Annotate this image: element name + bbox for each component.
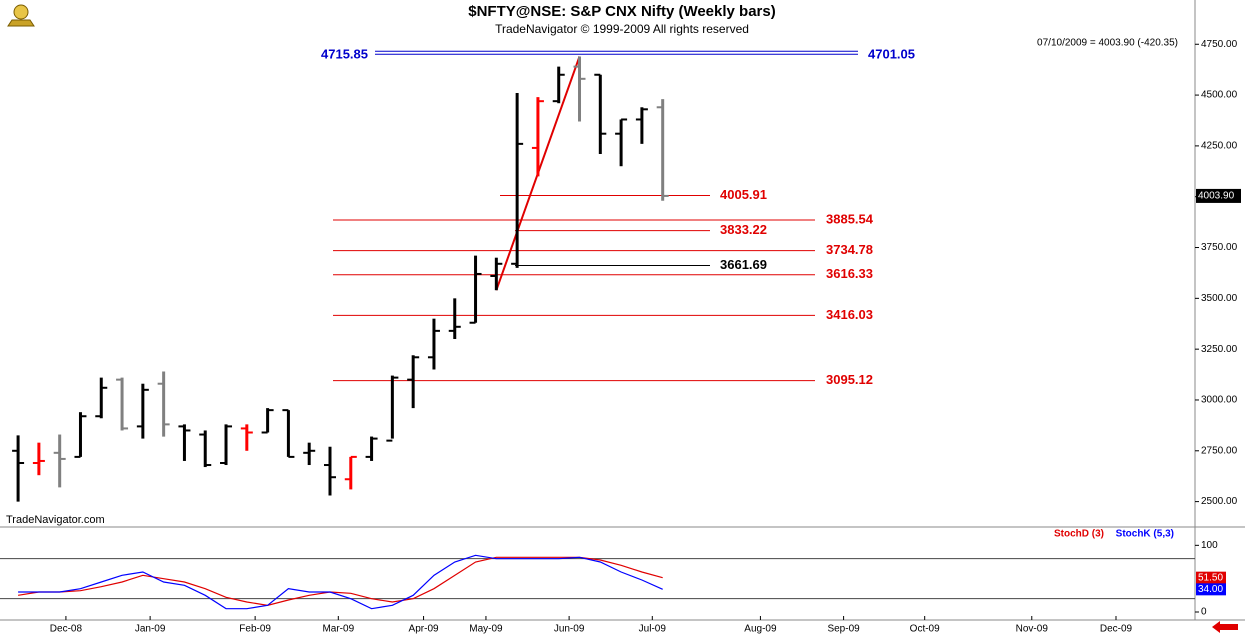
x-tick-label: Dec-09 — [1100, 624, 1133, 635]
last-value-box — [1196, 571, 1226, 584]
last-value-label: 34.00 — [1198, 584, 1223, 595]
last-price-label: 4003.90 — [1198, 191, 1235, 202]
last-value-label: 51.50 — [1198, 572, 1223, 583]
x-tick-label: Jul-09 — [639, 624, 667, 635]
y-tick-label: 0 — [1201, 607, 1207, 618]
x-tick-label: Jan-09 — [135, 624, 166, 635]
level-label: 4701.05 — [868, 46, 915, 61]
level-label: 3885.54 — [826, 211, 874, 226]
x-tick-label: Oct-09 — [910, 624, 940, 635]
y-tick-label: 3750.00 — [1201, 242, 1238, 253]
chart-subtitle: TradeNavigator © 1999-2009 All rights re… — [495, 22, 749, 36]
y-tick-label: 3000.00 — [1201, 395, 1238, 406]
x-tick-label: Sep-09 — [827, 624, 860, 635]
logo — [7, 4, 35, 27]
x-tick-label: Apr-09 — [409, 624, 439, 635]
level-label: 3095.12 — [826, 372, 873, 387]
level-label: 3616.33 — [826, 266, 873, 281]
y-tick-label: 4500.00 — [1201, 90, 1238, 101]
y-tick-label: 4750.00 — [1201, 39, 1238, 50]
level-label: 3833.22 — [720, 222, 767, 237]
level-label: 3661.69 — [720, 257, 767, 272]
x-tick-label: May-09 — [469, 624, 503, 635]
x-tick-label: Aug-09 — [744, 624, 777, 635]
legend-entry: StochD (3) — [1054, 529, 1104, 540]
last-value-box — [1196, 583, 1226, 596]
y-tick-label: 3500.00 — [1201, 293, 1238, 304]
watermark: TradeNavigator.com — [6, 514, 105, 526]
x-tick-label: Jun-09 — [554, 624, 585, 635]
level-label: 3416.03 — [826, 307, 873, 322]
level-label: 4715.85 — [321, 46, 368, 61]
stoch-line — [17, 556, 663, 606]
legend-entry: StochK (5,3) — [1116, 529, 1174, 540]
scroll-arrow[interactable] — [1212, 621, 1238, 633]
x-tick-label: Feb-09 — [239, 624, 271, 635]
y-tick-label: 4250.00 — [1201, 141, 1238, 152]
y-tick-label: 3250.00 — [1201, 344, 1238, 355]
level-label: 4005.91 — [720, 187, 767, 202]
x-tick-label: Dec-08 — [50, 624, 83, 635]
y-tick-label: 2500.00 — [1201, 496, 1238, 507]
stoch-line — [18, 554, 663, 610]
y-tick-label: 2750.00 — [1201, 445, 1238, 456]
y-tick-label: 100 — [1201, 540, 1218, 551]
x-tick-label: Mar-09 — [322, 624, 354, 635]
x-tick-label: Nov-09 — [1016, 624, 1049, 635]
last-price-box — [1196, 188, 1241, 203]
level-label: 3734.78 — [826, 242, 873, 257]
status: 07/10/2009 = 4003.90 (-420.35) — [1037, 38, 1178, 49]
chart-title: $NFTY@NSE: S&P CNX Nifty (Weekly bars) — [468, 3, 775, 20]
